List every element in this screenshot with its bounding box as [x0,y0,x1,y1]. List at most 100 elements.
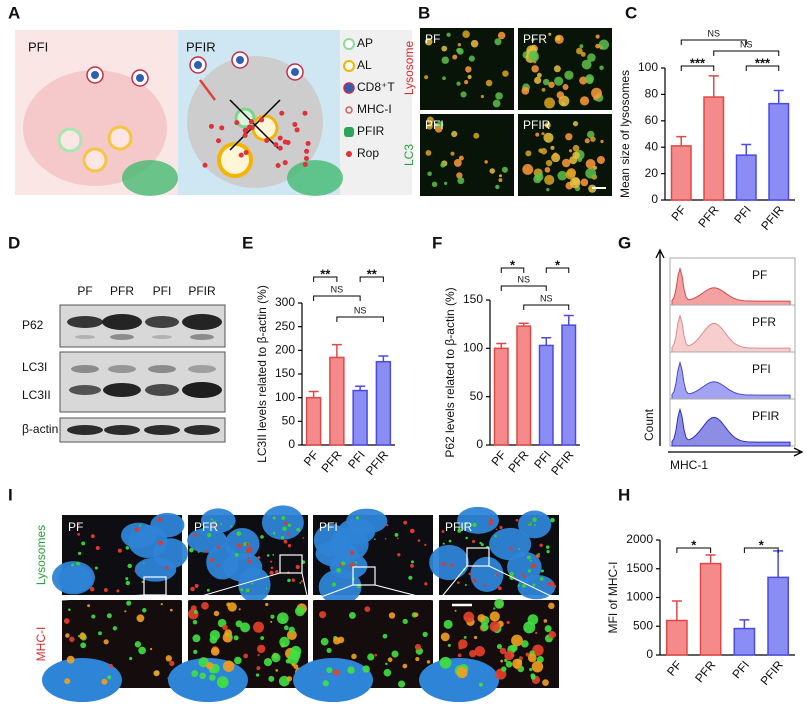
t-cell-core [291,68,299,76]
fluorescent-spot [543,619,548,623]
fluorescent-spot [279,636,290,648]
fluorescent-spot [536,555,539,558]
fluorescent-spot [157,517,163,522]
lane-label: PFI [153,284,172,298]
band [102,314,142,330]
fluorescent-spot [600,139,604,144]
rop-dot [305,140,311,146]
significance-bracket [680,65,715,71]
significance-bracket [713,50,780,56]
significance-bracket [359,276,384,282]
fluorescent-spot [598,39,610,50]
fluorescent-spot [336,567,342,573]
fluorescent-spot [543,132,554,143]
y-axis-label: P62 levels related to β-actin (%) [443,287,457,457]
fluorescent-spot [302,537,305,539]
fluorescent-spot [270,566,274,570]
rop-dot [282,160,288,166]
band [145,316,179,328]
axis-arrow [655,248,665,446]
significance-label: NS [354,305,367,315]
fluorescent-spot [284,521,288,525]
fluorescent-spot [477,614,486,622]
fluorescent-spot [562,84,569,90]
fluorescent-spot [484,160,488,164]
fluorescent-spot [246,549,251,554]
significance-label: ** [367,266,378,281]
row-label: LC3II [22,388,51,402]
fluorescent-spot [531,563,537,569]
error-bar [563,314,574,326]
fluorescent-spot [210,647,220,656]
fluorescent-spot [228,634,233,639]
fluorescent-spot [91,614,96,619]
band [182,382,222,398]
fluorescent-spot [468,572,471,576]
fluorescent-spot [396,537,399,540]
fluorescent-spot [193,610,198,614]
fluorescent-spot [478,682,483,687]
band [182,314,222,330]
fluorescent-spot [164,565,169,570]
fluorescent-spot [472,539,476,544]
fluorescent-spot [450,151,455,156]
t-cell-core [194,61,202,69]
rop-dot [242,128,248,134]
fluorescent-spot [89,586,95,592]
significance-label: ** [320,266,331,281]
fluorescent-spot [260,535,264,539]
fluorescent-spot [565,169,576,180]
cell [23,70,167,186]
fluorescent-spot [134,527,140,532]
fluorescent-spot [565,133,573,141]
fluorescent-spot [479,541,482,545]
fluorescent-spot [535,132,540,137]
significance-label: * [510,257,516,272]
fluorescent-spot [87,604,91,608]
fluorescent-spot [222,624,228,631]
fluorescent-spot [209,630,221,641]
fluorescent-spot [576,47,583,55]
t-cell-core [136,74,144,82]
axis-arrow [668,447,804,457]
cross [229,99,281,151]
panel-letter: B [418,3,430,22]
fluorescent-spot [288,626,295,633]
fluorescent-spot [117,548,122,553]
fluorescent-spot [116,589,120,593]
fluorescent-spot [595,34,600,39]
fluorescent-spot [496,644,502,650]
error-bar [708,75,719,98]
fluorescent-spot [191,670,199,678]
fluorescent-spot [544,174,555,186]
error-bar [496,342,507,349]
fluorescent-spot [595,43,600,49]
y-tick-label: 200 [275,343,295,357]
error-bar [518,322,529,327]
panel-letter: E [242,233,253,252]
row-label: P62 [22,318,44,332]
fluorescent-spot [426,123,433,130]
fluorescent-spot [545,159,553,167]
significance-bracket [745,65,780,71]
bar [516,325,532,446]
significance-bracket [743,547,779,553]
band [104,425,140,435]
fluorescent-spot [79,632,87,640]
fluorescent-spot [440,162,446,168]
fluorescent-spot [581,59,592,70]
fluorescent-spot [541,87,546,92]
fluorescent-spot [129,656,133,661]
fluorescent-spot [530,52,539,62]
fluorescent-spot [451,130,458,138]
fluorescent-spot [511,634,523,647]
fluorescent-spot [564,70,574,80]
fluorescent-spot [495,528,498,531]
significance-bracket [523,304,570,310]
panel-letter: G [618,233,631,252]
significance-bracket [676,547,712,553]
fluorescent-spot [483,584,487,587]
fluorescent-spot [101,678,108,685]
row-label: LC3I [22,360,47,374]
fluorescent-spot [458,155,464,161]
